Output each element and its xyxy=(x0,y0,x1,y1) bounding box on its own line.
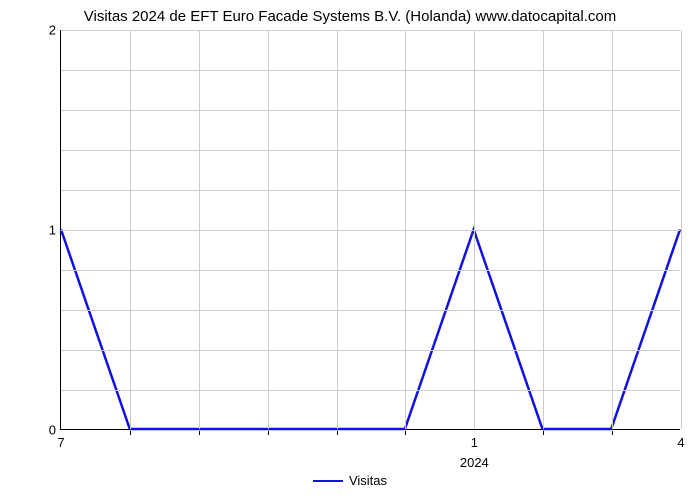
xtick-minor xyxy=(337,431,338,435)
grid-v xyxy=(268,30,269,429)
grid-h-minor xyxy=(61,110,680,111)
xlabel-year: 2024 xyxy=(460,455,489,470)
grid-h-minor xyxy=(61,350,680,351)
legend-label: Visitas xyxy=(349,473,387,488)
legend-swatch xyxy=(313,480,343,482)
xtick-label: 1 xyxy=(471,435,478,450)
xtick-label: 4 xyxy=(677,435,684,450)
chart-container: Visitas 2024 de EFT Euro Facade Systems … xyxy=(0,0,700,500)
grid-h-minor xyxy=(61,390,680,391)
grid-v xyxy=(199,30,200,429)
grid-h-major xyxy=(61,30,680,31)
xtick-minor xyxy=(612,431,613,435)
grid-v xyxy=(405,30,406,429)
xtick-minor xyxy=(543,431,544,435)
grid-v xyxy=(130,30,131,429)
grid-v xyxy=(612,30,613,429)
xtick-minor xyxy=(199,431,200,435)
grid-h-minor xyxy=(61,70,680,71)
grid-v xyxy=(337,30,338,429)
grid-h-minor xyxy=(61,270,680,271)
xtick-minor xyxy=(405,431,406,435)
grid-v xyxy=(474,30,475,429)
grid-h-minor xyxy=(61,310,680,311)
xtick-label: 7 xyxy=(57,435,64,450)
chart-title: Visitas 2024 de EFT Euro Facade Systems … xyxy=(0,8,700,25)
legend: Visitas xyxy=(0,472,700,488)
ytick-label: 2 xyxy=(36,23,56,38)
ytick-label: 1 xyxy=(36,223,56,238)
grid-h-minor xyxy=(61,190,680,191)
grid-v xyxy=(543,30,544,429)
xtick-minor xyxy=(268,431,269,435)
grid-h-major xyxy=(61,230,680,231)
grid-v xyxy=(681,30,682,429)
plot-area: 0127142024 xyxy=(60,30,680,430)
series-line xyxy=(61,230,680,430)
ytick-label: 0 xyxy=(36,423,56,438)
grid-h-minor xyxy=(61,150,680,151)
xtick-minor xyxy=(130,431,131,435)
